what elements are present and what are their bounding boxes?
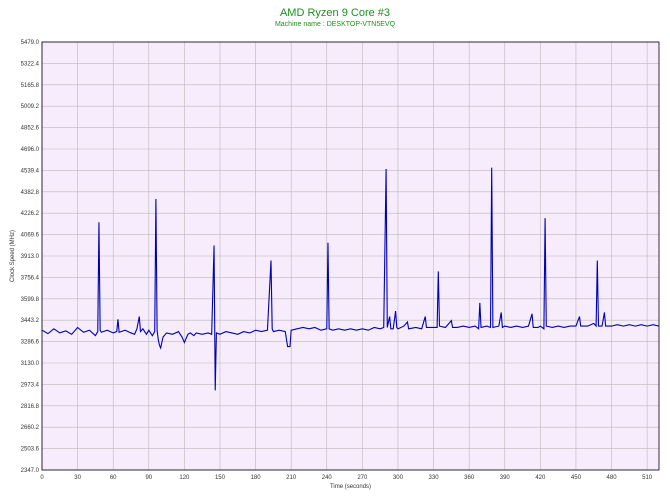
x-tick-label: 270	[357, 475, 368, 481]
x-tick-label: 90	[145, 475, 152, 481]
series-line	[41, 167, 660, 391]
x-tick-label: 480	[607, 475, 618, 481]
x-tick-label: 30	[74, 475, 81, 481]
chart-subtitle: Machine name : DESKTOP-VTN5EVQ	[274, 21, 396, 28]
y-tick-label: 4382.8	[21, 190, 40, 196]
x-tick-label: 420	[535, 475, 546, 481]
x-tick-label: 390	[500, 475, 511, 481]
y-tick-label: 5009.2	[21, 104, 40, 110]
y-tick-label: 2973.4	[21, 382, 40, 388]
y-tick-label: 4069.6	[21, 233, 40, 239]
x-tick-label: 150	[215, 475, 226, 481]
y-tick-label: 2816.8	[21, 404, 40, 410]
y-tick-label: 2347.0	[21, 468, 40, 474]
plot-border	[41, 41, 660, 471]
y-tick-label: 2660.2	[21, 425, 40, 431]
x-tick-label: 510	[642, 475, 653, 481]
y-tick-label: 5479.0	[21, 40, 40, 46]
y-tick-label: 4852.6	[21, 126, 40, 132]
y-axis-label: Clock Speed (MHz)	[10, 230, 16, 282]
y-tick-label: 4539.4	[21, 168, 40, 174]
y-tick-label: 3756.4	[21, 275, 40, 281]
y-tick-label: 3286.6	[21, 340, 40, 346]
y-tick-label: 5322.4	[21, 61, 40, 67]
y-tick-label: 3599.8	[21, 297, 40, 303]
x-tick-label: 300	[393, 475, 404, 481]
y-axis-ticks: 2347.0 2503.6 2660.2 2816.8 2973.4 3130.0 3286…	[21, 40, 40, 474]
x-tick-label: 210	[286, 475, 297, 481]
x-tick-label: 180	[251, 475, 262, 481]
x-tick-label: 120	[179, 475, 190, 481]
y-tick-label: 4226.2	[21, 211, 40, 217]
chart-title: AMD Ryzen 9 Core #3	[279, 7, 391, 19]
y-tick-label: 3913.0	[21, 254, 40, 260]
x-tick-label: 240	[322, 475, 333, 481]
x-tick-label: 450	[571, 475, 582, 481]
grid	[41, 41, 659, 471]
x-axis-label: Time (seconds)	[330, 484, 371, 490]
x-tick-label: 60	[110, 475, 117, 481]
y-tick-label: 2503.6	[21, 447, 40, 453]
y-tick-label: 4696.0	[21, 147, 40, 153]
x-tick-label: 360	[464, 475, 475, 481]
x-tick-label: 0	[40, 475, 44, 481]
y-tick-label: 5165.8	[21, 83, 40, 89]
x-axis-ticks: 0 30 60 90 120 150 180 210 240 270 300 330 360 390 420…	[40, 475, 652, 481]
y-tick-label: 3130.0	[21, 361, 40, 367]
y-tick-label: 3443.2	[21, 318, 40, 324]
x-tick-label: 330	[429, 475, 440, 481]
